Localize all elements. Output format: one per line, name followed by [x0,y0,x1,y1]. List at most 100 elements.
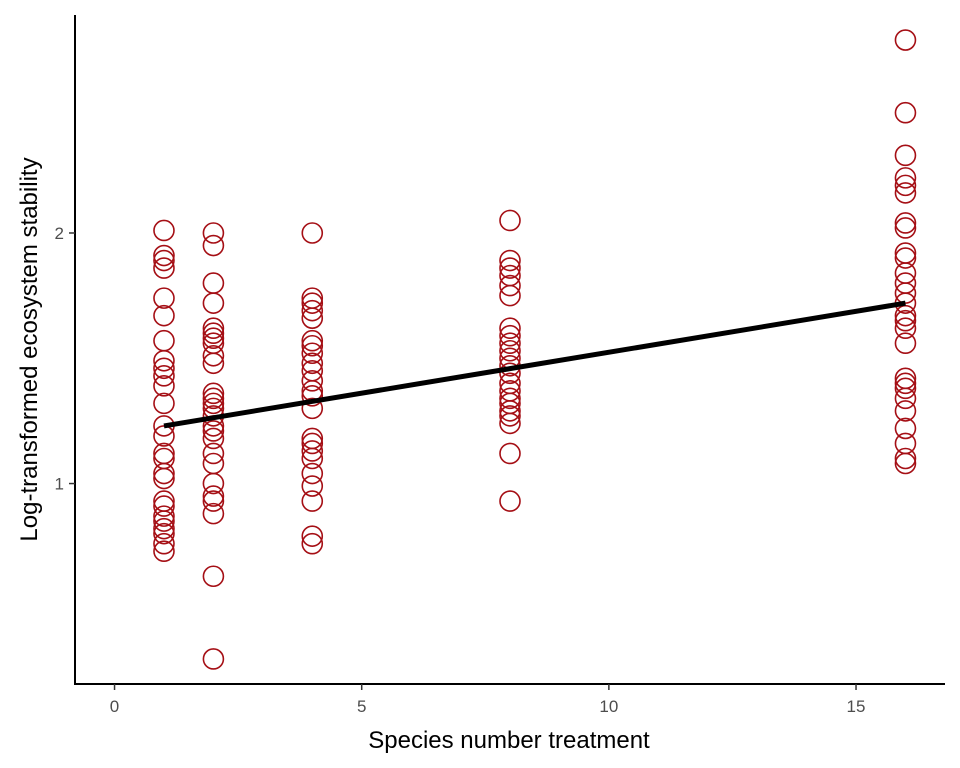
y-axis-title: Log-transformed ecosystem stability [16,157,43,541]
data-point [301,385,324,407]
data-point [202,485,225,507]
data-point [894,212,917,234]
data-point [153,375,175,397]
points-layer [153,29,917,670]
fit-line [163,300,906,429]
data-point [202,317,225,340]
data-point [301,334,324,357]
data-point [301,299,324,322]
data-point [202,344,225,367]
data-point [202,382,225,405]
data-point [894,174,917,197]
data-point [153,257,175,279]
data-point [153,505,175,527]
data-point [153,495,175,517]
data-point [301,307,324,329]
y-tick-label: 1 [55,475,64,494]
data-point [499,274,521,297]
data-point [499,339,521,362]
data-point [202,565,225,588]
data-point [301,532,324,555]
data-point [499,400,521,422]
data-point [153,329,175,352]
data-point [202,322,225,345]
data-point [153,425,175,447]
data-point [153,540,175,563]
axes: 0 5 10 15 1 2 [55,15,945,716]
data-point [499,442,521,465]
data-point [202,502,225,525]
data-point [153,349,175,372]
data-point [894,309,917,332]
data-point [301,342,324,365]
data-point [301,352,324,375]
data-point [499,257,521,279]
data-point [894,387,917,410]
data-point [301,397,324,420]
data-point [202,272,225,294]
data-point [499,362,521,385]
x-ticks: 0 5 10 15 [110,684,866,716]
x-tick-label: 10 [599,697,618,716]
data-point [301,432,324,455]
data-point [153,287,175,309]
data-point [894,182,917,204]
data-point [499,332,521,355]
data-point [202,427,225,450]
data-point [499,284,521,307]
fit-line-layer [163,300,906,429]
data-point [301,287,324,309]
data-point [894,452,917,475]
data-point [153,249,175,272]
data-point [499,324,521,347]
data-point [499,209,521,232]
data-point [301,475,324,497]
data-point [301,329,324,352]
data-point [202,327,225,350]
data-point [301,370,324,392]
data-point [499,387,521,410]
data-point [894,417,917,440]
data-point [499,405,521,427]
data-point [499,490,521,512]
data-point [202,222,225,244]
data-point [894,242,917,264]
data-point [202,387,225,410]
data-point [301,447,324,470]
data-point [499,249,521,272]
data-point [301,222,324,244]
data-point [301,462,324,485]
data-point [153,467,175,490]
data-point [153,357,175,380]
data-point [894,317,917,340]
data-point [153,392,175,415]
data-point [153,365,175,387]
x-tick-label: 0 [110,697,119,716]
x-tick-label: 15 [847,697,866,716]
data-point [202,648,225,670]
data-point [301,427,324,450]
data-point [499,317,521,340]
data-point [153,304,175,327]
data-point [301,440,324,462]
data-point [202,352,225,375]
data-point [153,462,175,485]
data-point [153,244,175,267]
data-point [894,400,917,422]
data-point [894,101,917,124]
data-point [894,372,917,395]
data-point [202,234,225,257]
data-point [202,472,225,495]
data-point [301,525,324,547]
data-point [894,247,917,269]
data-point [153,510,175,532]
data-point [202,420,225,442]
data-point [301,292,324,314]
data-point [499,412,521,435]
data-point [894,447,917,470]
y-tick-label: 2 [55,224,64,243]
data-point [894,29,917,51]
x-tick-label: 5 [357,697,366,716]
data-point [894,377,917,400]
